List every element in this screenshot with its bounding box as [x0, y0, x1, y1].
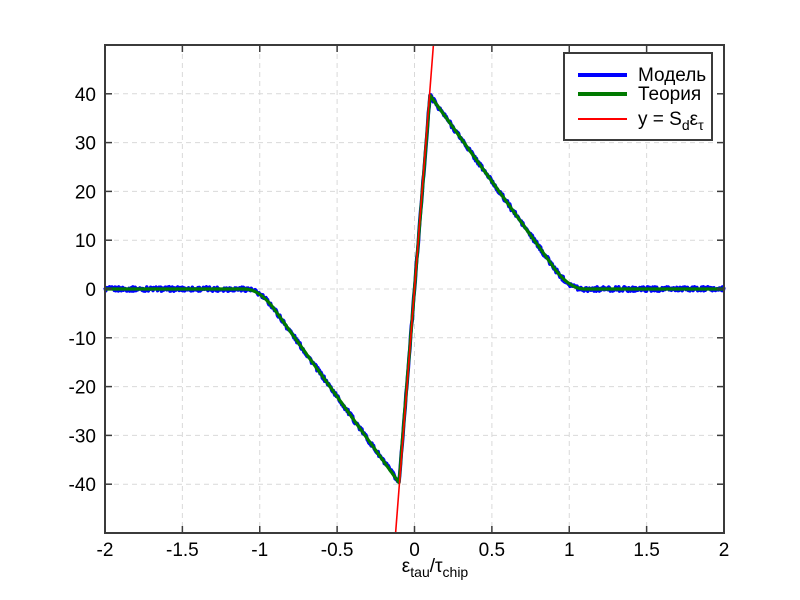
x-tick-label: 0.5: [479, 540, 505, 561]
legend-item: Теория: [578, 84, 701, 104]
x-tick-label: 1: [564, 540, 575, 561]
y-tick-label: -30: [69, 426, 96, 447]
legend-item: Модель: [578, 65, 706, 85]
legend-line-swatch: [578, 92, 627, 96]
series-linear: [394, 44, 435, 534]
x-tick-label: 2: [719, 540, 730, 561]
x-axis-label: εtau/τchip: [401, 556, 469, 580]
y-tick-label: -20: [69, 378, 96, 399]
y-tick-label: -10: [69, 329, 96, 350]
legend: Модель Теория y = Sdετ: [563, 52, 713, 141]
y-tick-label: -40: [69, 475, 96, 496]
legend-line-swatch: [578, 118, 627, 120]
legend-label: Модель: [638, 64, 707, 86]
x-tick-label: -1.5: [166, 540, 199, 561]
x-tick-label: -0.5: [321, 540, 354, 561]
y-tick-label: 40: [75, 85, 96, 106]
x-tick-label: -1: [251, 540, 268, 561]
y-tick-label: 30: [75, 134, 96, 155]
legend-label: Теория: [638, 83, 702, 105]
x-tick-label: -2: [97, 540, 114, 561]
legend-item: y = Sdετ: [578, 105, 704, 133]
y-tick-label: 0: [85, 280, 96, 301]
legend-line-swatch: [578, 73, 627, 77]
y-tick-label: 20: [75, 182, 96, 203]
x-tick-label: 1.5: [633, 540, 659, 561]
x-tick-label: 0: [409, 540, 420, 561]
y-tick-label: 10: [75, 231, 96, 252]
legend-label: y = Sdετ: [638, 108, 704, 133]
